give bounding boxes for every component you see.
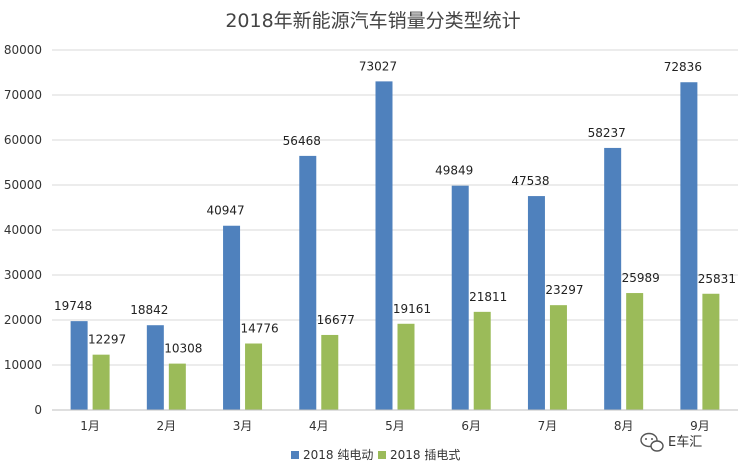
x-tick-label: 5月 (385, 419, 405, 433)
y-tick-label: 60000 (4, 133, 42, 147)
y-tick-label: 40000 (4, 223, 42, 237)
data-label: 16677 (317, 313, 355, 327)
bar-phev-1 (92, 354, 110, 410)
y-tick-label: 0 (34, 403, 42, 417)
data-label: 10308 (164, 342, 202, 356)
chart-title: 2018年新能源汽车销量分类型统计 (225, 10, 520, 32)
bar-phev-6 (473, 311, 491, 410)
x-tick-label: 8月 (614, 419, 634, 433)
x-tick-label: 1月 (80, 419, 100, 433)
bar-phev-3 (245, 343, 263, 410)
bar-bev-7 (527, 196, 545, 410)
y-tick-label: 30000 (4, 268, 42, 282)
bar-phev-5 (397, 323, 415, 410)
data-label: 49849 (435, 164, 473, 178)
bar-phev-9 (702, 293, 720, 410)
data-label: 47538 (511, 174, 549, 188)
bar-bev-3 (223, 225, 241, 410)
legend: 2018 纯电动 2018 插电式 (291, 448, 460, 462)
y-tick-label: 80000 (4, 43, 42, 57)
bar-bev-1 (70, 321, 88, 410)
watermark: E车汇 (640, 432, 702, 452)
data-label: 19748 (54, 299, 92, 313)
legend-label-0: 2018 纯电动 (303, 448, 373, 462)
bar-phev-8 (626, 293, 644, 410)
data-label: 58237 (588, 126, 626, 140)
data-label: 14776 (240, 322, 278, 336)
bar-bev-2 (146, 325, 164, 410)
bar-phev-4 (321, 334, 339, 410)
bar-bev-4 (299, 155, 317, 410)
x-tick-label: 3月 (233, 419, 253, 433)
y-axis-ticks: 0 10000 20000 30000 40000 50000 60000 70000 8000… (4, 43, 42, 417)
legend-swatch-1 (378, 451, 386, 459)
legend-label-1: 2018 插电式 (390, 448, 460, 462)
data-label: 72836 (664, 60, 702, 74)
data-label: 25831 (698, 272, 736, 286)
x-tick-label: 2月 (157, 419, 177, 433)
bar-bev-6 (451, 185, 469, 410)
y-tick-label: 50000 (4, 178, 42, 192)
watermark-text: E车汇 (668, 434, 702, 450)
data-label: 18842 (130, 303, 168, 317)
data-label: 23297 (545, 283, 583, 297)
bar-bev-8 (604, 147, 622, 410)
bars (70, 81, 720, 410)
data-label: 56468 (283, 134, 321, 148)
y-tick-label: 20000 (4, 313, 42, 327)
data-label: 73027 (359, 59, 397, 73)
y-tick-label: 10000 (4, 358, 42, 372)
bar-bev-9 (680, 82, 698, 410)
x-tick-label: 6月 (461, 419, 481, 433)
data-labels: 19748 12297 18842 10308 40947 14776 56468 16677… (54, 59, 736, 355)
data-label: 12297 (88, 333, 126, 347)
bar-phev-2 (168, 363, 186, 410)
wechat-icon (640, 432, 664, 452)
legend-swatch-0 (291, 451, 299, 459)
data-label: 21811 (469, 290, 507, 304)
data-label: 40947 (206, 204, 244, 218)
gridlines (52, 49, 738, 366)
x-tick-label: 7月 (538, 419, 558, 433)
bar-phev-7 (549, 305, 567, 410)
bar-bev-5 (375, 81, 393, 410)
data-label: 19161 (393, 302, 431, 316)
y-tick-label: 70000 (4, 88, 42, 102)
data-label: 25989 (622, 271, 660, 285)
x-axis-ticks: 1月 2月 3月 4月 5月 6月 7月 8月 9月 (80, 419, 709, 433)
x-tick-label: 4月 (309, 419, 329, 433)
x-tick-label: 9月 (690, 419, 710, 433)
